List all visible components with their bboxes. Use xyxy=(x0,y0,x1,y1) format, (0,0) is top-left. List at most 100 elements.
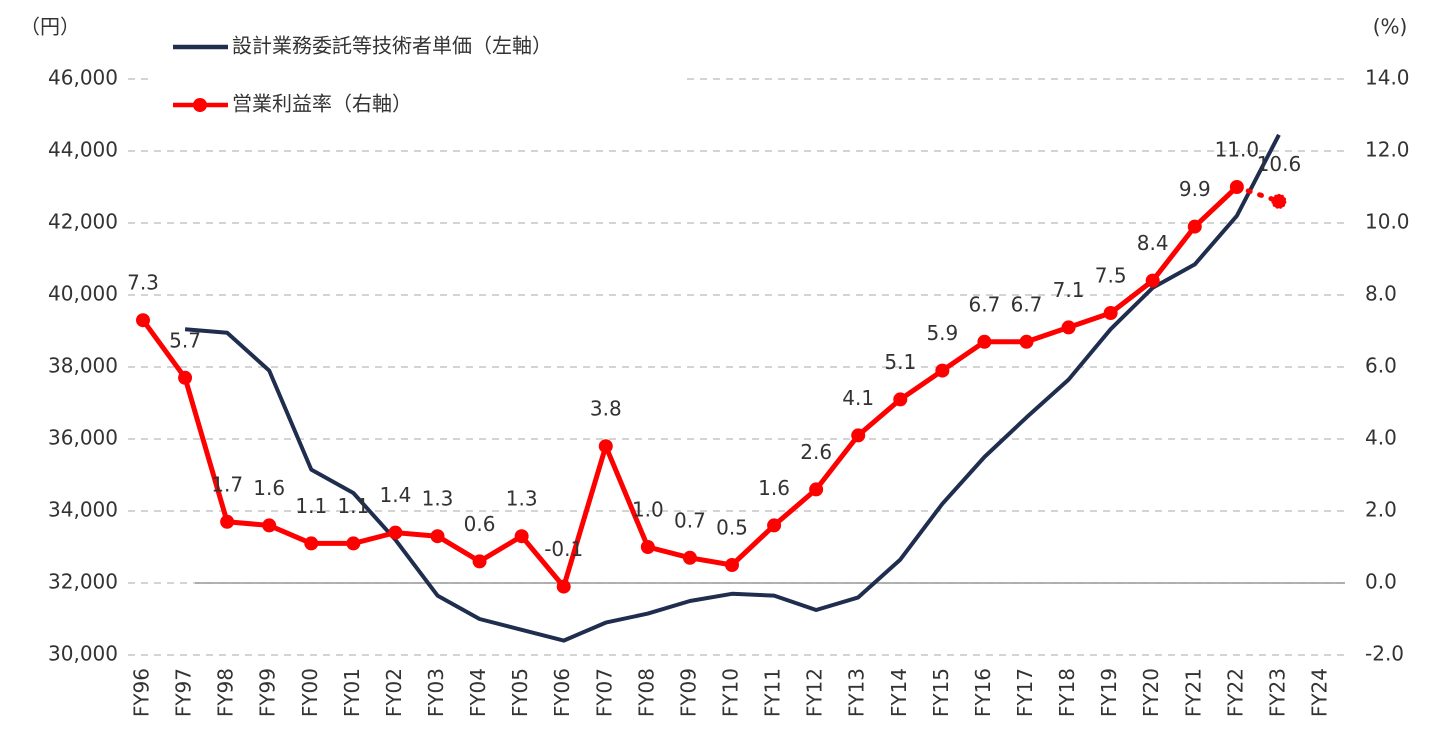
marker xyxy=(1019,334,1034,349)
data-label: 7.3 xyxy=(127,271,159,295)
data-label: 1.3 xyxy=(422,487,454,511)
data-label: 11.0 xyxy=(1215,138,1260,162)
data-label: 9.9 xyxy=(1179,177,1211,201)
marker xyxy=(809,482,824,497)
marker xyxy=(430,529,445,544)
data-label: 0.7 xyxy=(674,508,706,532)
x-tick-label: FY06 xyxy=(550,668,574,717)
data-label: 1.1 xyxy=(295,494,327,518)
y-tick-label: 38,000 xyxy=(48,354,118,378)
y-tick-label: 32,000 xyxy=(48,570,118,594)
marker xyxy=(1229,180,1244,194)
legend-label: 営業利益率（右軸） xyxy=(232,92,412,116)
x-tick-label: FY01 xyxy=(340,668,364,717)
y2-tick-label: 12.0 xyxy=(1365,138,1410,162)
x-tick-label: FY08 xyxy=(634,668,658,717)
data-label: 1.6 xyxy=(253,476,285,500)
data-label: 5.1 xyxy=(884,350,916,374)
marker xyxy=(1061,320,1076,335)
y-tick-label: 30,000 xyxy=(48,642,118,666)
x-tick-label: FY99 xyxy=(256,668,280,717)
marker xyxy=(767,518,782,533)
y2-tick-label: 4.0 xyxy=(1365,426,1397,450)
marker xyxy=(725,558,739,572)
x-tick-label: FY13 xyxy=(845,668,869,717)
marker xyxy=(514,529,529,544)
y2-tick-label: -2.0 xyxy=(1365,642,1404,666)
x-tick-label: FY17 xyxy=(1013,668,1037,717)
data-label: 5.9 xyxy=(926,321,958,345)
marker xyxy=(851,428,866,443)
data-label: 1.1 xyxy=(337,494,369,518)
y2-tick-label: 0.0 xyxy=(1365,570,1397,594)
x-tick-label: FY11 xyxy=(761,668,785,717)
data-label: 4.1 xyxy=(842,386,874,410)
marker xyxy=(262,518,277,533)
marker xyxy=(598,439,613,454)
marker xyxy=(1145,273,1160,288)
x-tick-label: FY21 xyxy=(1181,668,1205,717)
y-tick-label: 34,000 xyxy=(48,498,118,522)
y-tick-label: 36,000 xyxy=(48,426,118,450)
x-tick-label: FY18 xyxy=(1055,668,1079,717)
y-tick-label: 46,000 xyxy=(48,66,118,90)
marker xyxy=(640,540,655,554)
x-tick-label: FY09 xyxy=(676,668,700,717)
series-line xyxy=(184,133,1281,643)
data-label: 1.3 xyxy=(506,487,538,511)
x-tick-label: FY24 xyxy=(1308,668,1332,717)
marker xyxy=(136,313,150,328)
x-tick-label: FY20 xyxy=(1139,668,1163,717)
marker xyxy=(893,392,908,407)
marker xyxy=(935,363,950,378)
data-label: 3.8 xyxy=(590,397,622,421)
x-tick-label: FY05 xyxy=(508,668,532,717)
data-label: 7.5 xyxy=(1095,264,1127,288)
data-label: 5.7 xyxy=(169,328,201,352)
x-tick-label: FY16 xyxy=(971,668,995,717)
data-label: 1.0 xyxy=(632,498,664,522)
marker xyxy=(178,370,193,385)
y2-tick-label: 10.0 xyxy=(1365,210,1410,234)
data-label: 1.4 xyxy=(380,483,412,507)
x-tick-label: FY97 xyxy=(172,668,196,717)
x-tick-label: FY23 xyxy=(1265,668,1289,717)
y2-tick-label: 14.0 xyxy=(1365,66,1410,90)
x-tick-label: FY19 xyxy=(1097,668,1121,717)
data-label: 1.6 xyxy=(758,476,790,500)
y2-tick-label: 6.0 xyxy=(1365,354,1397,378)
x-tick-label: FY03 xyxy=(424,668,448,717)
x-tick-label: FY98 xyxy=(214,668,238,717)
x-tick-label: FY22 xyxy=(1223,668,1247,717)
y-tick-label: 44,000 xyxy=(48,138,118,162)
data-label: 6.7 xyxy=(969,292,1001,316)
data-label: 2.6 xyxy=(800,440,832,464)
x-tick-label: FY00 xyxy=(298,668,322,717)
x-tick-label: FY10 xyxy=(719,668,743,717)
data-label: 8.4 xyxy=(1137,231,1169,255)
marker xyxy=(977,334,992,349)
y-unit-label: （円） xyxy=(20,15,80,39)
marker xyxy=(388,525,403,540)
data-label: -0.1 xyxy=(544,537,583,561)
y2-tick-label: 8.0 xyxy=(1365,282,1397,306)
data-label: 1.7 xyxy=(211,472,243,496)
legend-marker xyxy=(193,98,207,112)
x-tick-label: FY04 xyxy=(466,668,490,717)
marker xyxy=(682,550,697,565)
x-tick-label: FY07 xyxy=(592,668,616,717)
y2-unit-label: (%) xyxy=(1373,15,1408,39)
y-tick-label: 42,000 xyxy=(48,210,118,234)
marker xyxy=(304,536,319,551)
marker xyxy=(346,536,361,551)
x-tick-label: FY14 xyxy=(887,668,911,717)
x-tick-label: FY02 xyxy=(382,668,406,717)
marker xyxy=(556,579,571,594)
legend-label: 設計業務委託等技術者単価（左軸） xyxy=(232,34,552,58)
y-tick-label: 40,000 xyxy=(48,282,118,306)
marker xyxy=(1271,193,1287,209)
data-label: 7.1 xyxy=(1053,278,1085,302)
marker xyxy=(220,514,235,529)
x-tick-label: FY96 xyxy=(130,668,154,717)
